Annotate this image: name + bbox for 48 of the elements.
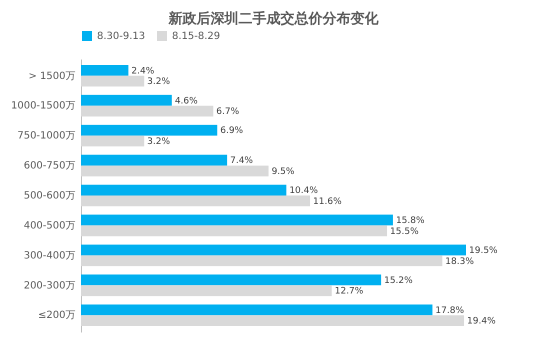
data-label: 3.2% xyxy=(147,137,170,148)
data-label: 10.4% xyxy=(289,186,318,196)
data-label: 2.4% xyxy=(131,66,155,76)
data-label: 15.5% xyxy=(390,226,420,237)
legend-label: 8.30-9.13 xyxy=(97,31,146,42)
data-label: 6.7% xyxy=(216,107,240,118)
bar xyxy=(81,136,144,146)
bar xyxy=(81,124,218,136)
data-label: 19.4% xyxy=(467,316,496,327)
y-tick-label: 200-300万 xyxy=(24,280,76,292)
bar xyxy=(81,94,172,106)
bar xyxy=(81,285,332,296)
bar xyxy=(81,304,432,316)
data-label: 11.6% xyxy=(313,196,342,207)
data-label: 3.2% xyxy=(147,77,170,88)
bar xyxy=(81,184,286,196)
bar xyxy=(81,64,128,76)
bar xyxy=(81,255,442,266)
bar xyxy=(81,244,466,256)
bar xyxy=(81,315,464,326)
data-label: 15.8% xyxy=(396,216,425,226)
y-tick-label: 600-750万 xyxy=(24,160,76,172)
y-tick-label: 1000-1500万 xyxy=(10,100,76,112)
y-tick-label: 300-400万 xyxy=(24,250,76,262)
y-tick-label: ≤200万 xyxy=(38,310,76,322)
data-label: 4.6% xyxy=(174,96,198,106)
data-label: 17.8% xyxy=(435,306,464,316)
bar xyxy=(81,225,388,236)
data-label: 15.2% xyxy=(384,276,414,286)
bar xyxy=(81,166,269,176)
data-label: 12.7% xyxy=(334,286,364,297)
bar xyxy=(81,274,382,286)
data-label: 9.5% xyxy=(272,166,295,177)
y-tick-label: 400-500万 xyxy=(24,220,76,232)
y-tick-label: > 1500万 xyxy=(28,70,76,82)
legend-label: 8.15-8.29 xyxy=(172,31,220,42)
chart-title: 新政后深圳二手成交总价分布变化 xyxy=(168,10,380,27)
bar xyxy=(81,106,214,116)
data-label: 19.5% xyxy=(469,246,498,256)
data-label: 18.3% xyxy=(445,256,474,267)
bar xyxy=(81,154,228,166)
bar xyxy=(81,76,144,87)
bar xyxy=(81,196,310,206)
data-label: 7.4% xyxy=(230,156,254,166)
bar xyxy=(81,214,393,226)
y-tick-label: 500-600万 xyxy=(24,190,76,202)
y-tick-label: 750-1000万 xyxy=(17,130,76,142)
data-label: 6.9% xyxy=(220,126,244,136)
